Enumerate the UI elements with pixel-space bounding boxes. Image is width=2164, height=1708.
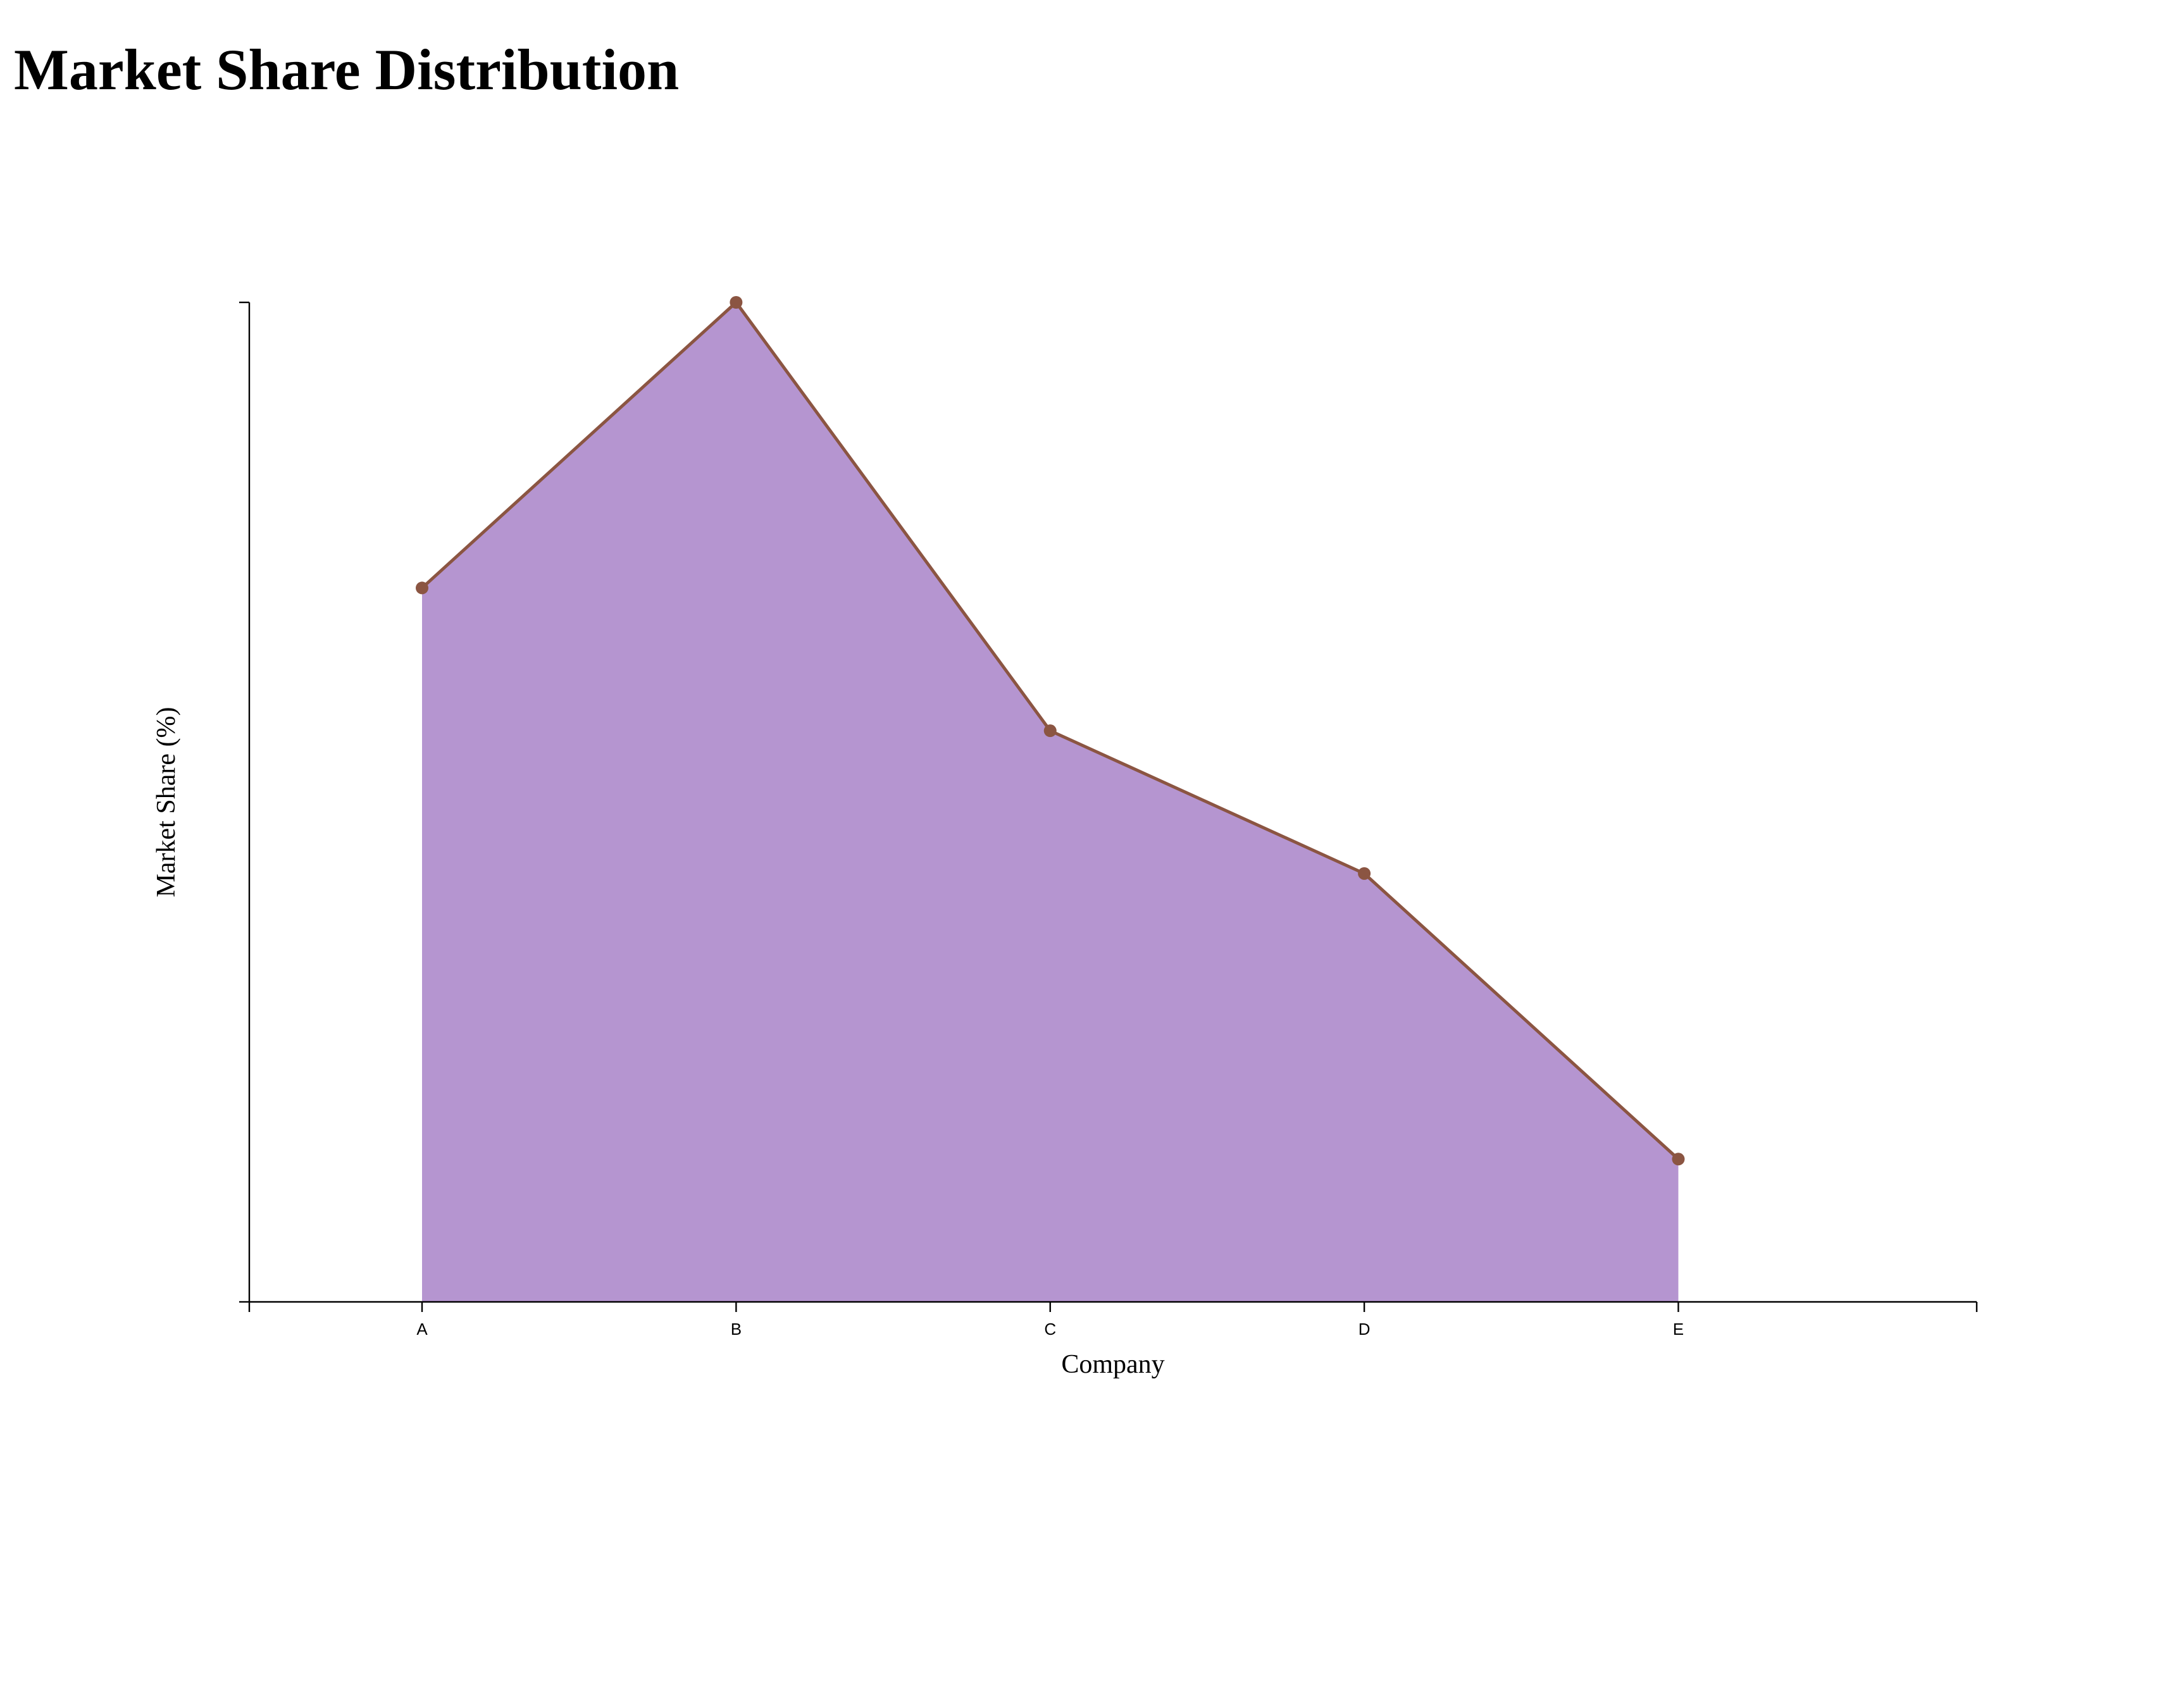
x-tick-label: C [1044,1320,1056,1339]
y-axis-title: Market Share (%) [152,707,181,898]
data-point-b [730,296,743,309]
x-axis-ticks: A B C D E [416,1302,1684,1339]
x-tick-label: E [1673,1320,1684,1339]
plot-area [416,296,1685,1302]
x-tick-label: D [1359,1320,1371,1339]
data-markers [416,296,1685,1166]
x-tick-label: B [731,1320,742,1339]
data-point-e [1672,1153,1685,1166]
data-point-d [1358,867,1371,880]
area-fill [422,302,1679,1302]
y-axis [239,301,251,1303]
data-point-c [1043,724,1057,738]
page-title: Market Share Distribution [14,37,680,102]
x-axis: A B C D E [248,1301,1978,1339]
data-point-a [416,581,428,595]
x-axis-title: Company [1061,1350,1164,1379]
x-tick-label: A [416,1320,428,1339]
